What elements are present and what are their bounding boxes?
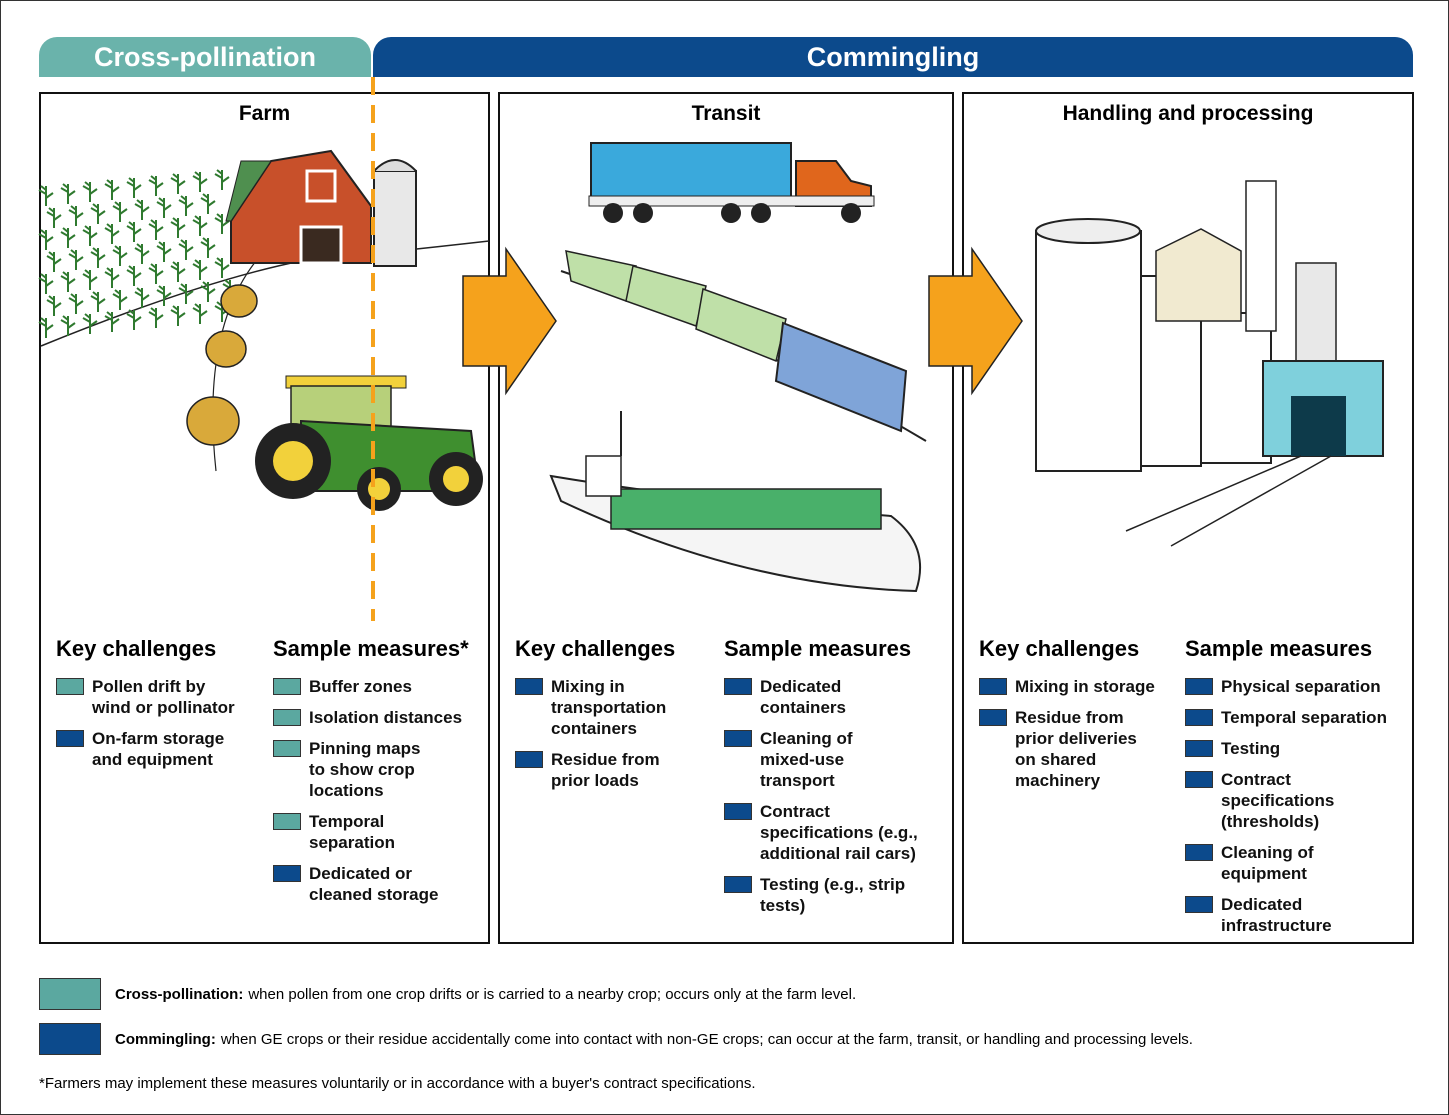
corn-plant <box>39 274 53 294</box>
corn-field <box>39 170 237 338</box>
silo <box>374 160 416 266</box>
corn-plant <box>39 186 53 206</box>
corn-plant <box>149 264 163 284</box>
corn-plant <box>193 216 207 236</box>
corn-plant <box>39 318 53 338</box>
corn-plant <box>105 224 119 244</box>
corn-plant <box>105 180 119 200</box>
grain-elevator <box>1036 181 1383 546</box>
corn-plant <box>69 206 83 226</box>
corn-plant <box>201 238 215 258</box>
corn-plant <box>193 172 207 192</box>
corn-plant <box>149 308 163 328</box>
corn-plant <box>105 312 119 332</box>
corn-plant <box>47 296 61 316</box>
corn-plant <box>201 282 215 302</box>
corn-plant <box>157 198 171 218</box>
legend-term: Commingling: <box>115 1031 216 1048</box>
corn-plant <box>39 230 53 250</box>
corn-plant <box>83 182 97 202</box>
corn-plant <box>193 260 207 280</box>
tractor <box>255 376 483 511</box>
corn-plant <box>149 176 163 196</box>
train <box>561 251 926 441</box>
corn-plant <box>171 262 185 282</box>
corn-plant <box>127 178 141 198</box>
corn-plant <box>113 290 127 310</box>
barn <box>226 151 371 263</box>
corn-plant <box>113 202 127 222</box>
corn-plant <box>135 244 149 264</box>
corn-plant <box>179 240 193 260</box>
corn-plant <box>83 226 97 246</box>
corn-plant <box>47 208 61 228</box>
corn-plant <box>179 196 193 216</box>
corn-plant <box>171 174 185 194</box>
corn-plant <box>61 272 75 292</box>
flow-arrow <box>463 249 556 393</box>
footnote: *Farmers may implement these measures vo… <box>39 1075 756 1092</box>
corn-plant <box>61 228 75 248</box>
corn-plant <box>91 204 105 224</box>
corn-plant <box>69 250 83 270</box>
corn-plant <box>215 258 229 278</box>
diagram: Cross-pollination Commingling FarmKey ch… <box>0 0 1449 1115</box>
corn-plant <box>157 242 171 262</box>
corn-plant <box>193 304 207 324</box>
corn-plant <box>91 292 105 312</box>
truck <box>589 143 874 223</box>
illustrations <box>1 1 1448 961</box>
corn-plant <box>113 246 127 266</box>
corn-plant <box>127 266 141 286</box>
legend-description: when pollen from one crop drifts or is c… <box>248 986 856 1003</box>
corn-plant <box>171 218 185 238</box>
corn-plant <box>149 220 163 240</box>
corn-plant <box>127 222 141 242</box>
flow-arrow <box>929 249 1022 393</box>
corn-plant <box>135 200 149 220</box>
legend-description: when GE crops or their residue accidenta… <box>221 1031 1193 1048</box>
corn-plant <box>105 268 119 288</box>
corn-plant <box>171 306 185 326</box>
legend-entry: Cross-pollination: when pollen from one c… <box>39 978 856 1010</box>
legend-entry: Commingling: when GE crops or their resid… <box>39 1023 1193 1055</box>
corn-plant <box>127 310 141 330</box>
legend-term: Cross-pollination: <box>115 986 243 1003</box>
corn-plant <box>47 252 61 272</box>
corn-plant <box>215 170 229 190</box>
corn-plant <box>83 270 97 290</box>
corn-plant <box>201 194 215 214</box>
legend-swatch <box>39 1023 101 1055</box>
corn-plant <box>61 184 75 204</box>
legend-swatch <box>39 978 101 1010</box>
corn-plant <box>157 286 171 306</box>
ship <box>551 411 920 591</box>
corn-plant <box>69 294 83 314</box>
corn-plant <box>91 248 105 268</box>
